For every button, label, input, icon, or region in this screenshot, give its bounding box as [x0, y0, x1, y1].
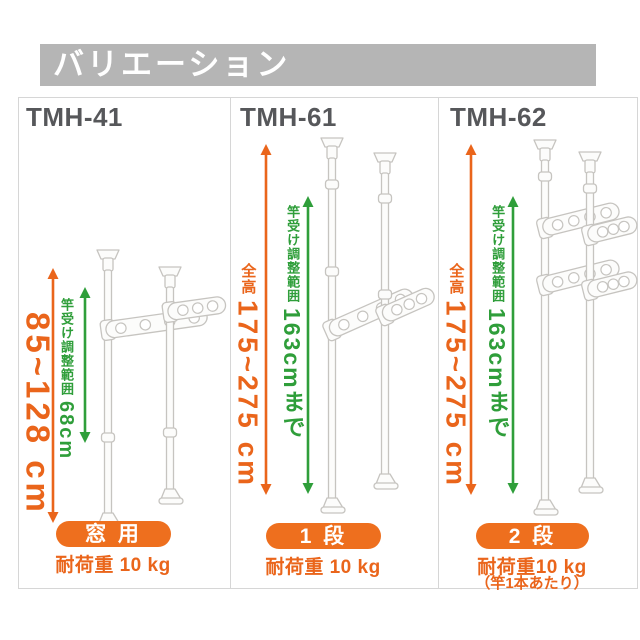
usage-badge-tmh-41: 窓 用 [56, 521, 171, 547]
adjust-range-text-tmh-62: 竿受け調整範囲163cmまで [484, 205, 511, 440]
height-range-value-tmh-41: 85~128 cm [19, 312, 57, 516]
height-range-arrow-tmh-41 [47, 268, 59, 523]
tier-badge-tmh-61: 1 段 [266, 523, 381, 549]
model-title-tmh-41: TMH-41 [26, 102, 123, 132]
capacity-note-tmh-62: （竿1本あたり） [475, 575, 589, 592]
model-title-tmh-62: TMH-62 [450, 102, 547, 132]
capacity-tmh-61: 耐荷重 10 kg [265, 557, 381, 578]
height-range-arrow-tmh-62 [465, 144, 477, 495]
adjust-range-arrow-tmh-62 [507, 196, 519, 494]
height-range-arrow-tmh-61 [260, 144, 272, 495]
capacity-tmh-41: 耐荷重 10 kg [55, 555, 171, 576]
adjust-range-arrow-tmh-61 [302, 196, 314, 494]
adjust-range-text-tmh-41: 竿受け調整範囲68cm [55, 298, 77, 461]
tier-badge-tmh-62: 2 段 [476, 523, 589, 549]
banner-title: バリエーション [53, 47, 291, 82]
capacity-tmh-62: 耐荷重10 kg [477, 557, 587, 578]
variation-banner: バリエーション [40, 44, 596, 86]
height-range-text-tmh-61: 全高175~275 cm [232, 263, 264, 489]
height-range-text-tmh-62: 全高175~275 cm [440, 263, 472, 489]
model-title-tmh-61: TMH-61 [240, 102, 337, 132]
adjust-range-text-tmh-61: 竿受け調整範囲163cmまで [279, 205, 306, 440]
adjust-range-arrow-tmh-41 [79, 287, 91, 443]
